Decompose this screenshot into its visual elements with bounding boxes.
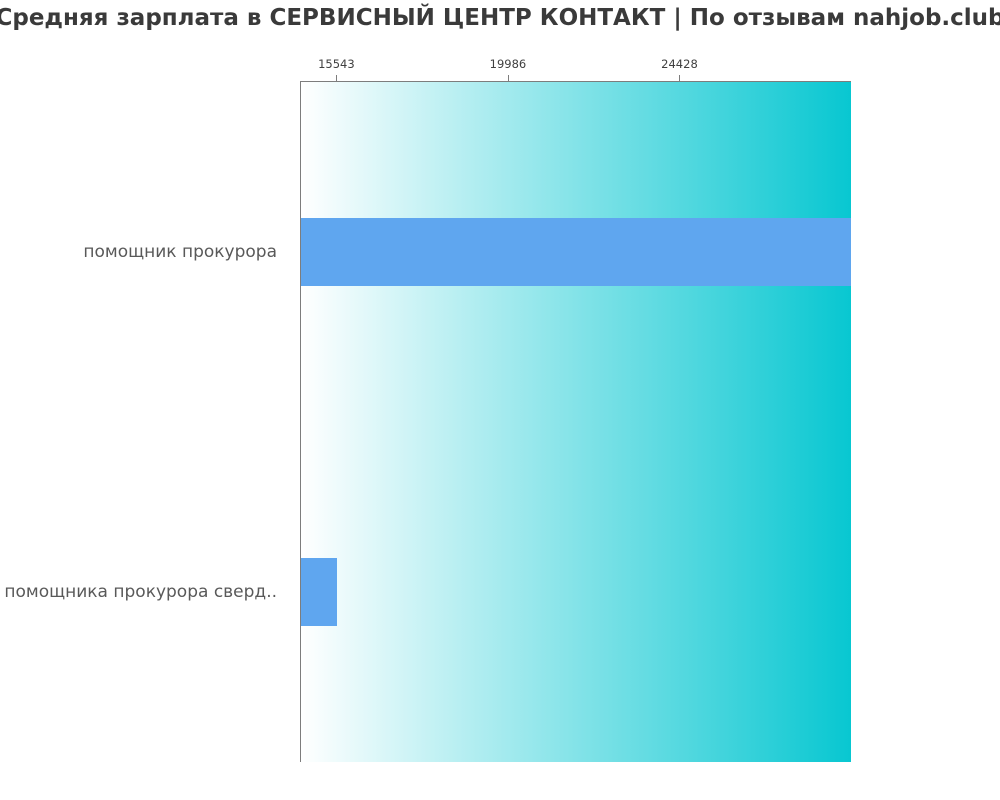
bar [301,558,338,626]
chart-title: Средняя зарплата в СЕРВИСНЫЙ ЦЕНТР КОНТА… [0,5,1000,31]
x-tick-label: 24428 [661,57,698,71]
x-axis: 15543 19986 24428 [300,57,851,81]
x-tick-label: 19986 [489,57,527,71]
bar [301,218,851,286]
y-axis-label: помощник прокурора [83,242,277,262]
x-tick-mark [336,75,338,81]
y-axis-label: помощника прокурора сверд.. [4,582,277,602]
x-tick-label: 15543 [318,57,355,71]
plot-area [300,81,851,762]
x-tick-mark [679,75,681,81]
x-tick-mark [507,75,509,81]
y-axis-labels: помощник прокурора помощника прокурора св… [0,81,288,762]
